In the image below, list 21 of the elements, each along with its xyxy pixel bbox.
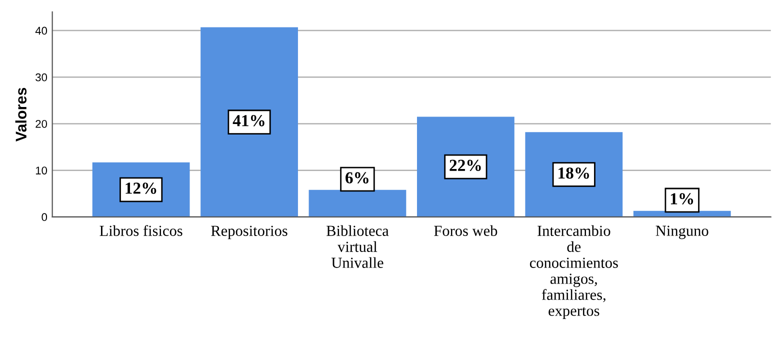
data-label: 6% [346,172,368,184]
x-tick-label: Libros fisicos [100,225,182,236]
y-tick-label: 20 [36,120,48,128]
data-label: 12% [126,182,156,194]
data-label: 1% [670,193,694,204]
data-label: 18% [558,167,590,179]
data-label: 41% [232,115,264,126]
bar [417,116,514,217]
y-tick-label: 0 [42,213,48,222]
x-tick-label: Biblioteca virtual Univalle [326,225,389,268]
y-axis-title: Valores [15,88,27,142]
x-tick-label: Repositorios [211,226,288,240]
x-tick-label: Intercambio de conocimientos amigos, familiares, expertos [530,225,618,320]
y-tick-label: 40 [35,26,48,35]
data-label: 22% [450,160,481,172]
x-tick-label: Ninguno [656,226,708,240]
bar [200,27,298,217]
y-tick-label: 10 [36,166,48,174]
bar [308,190,406,217]
x-tick-label: Foros web [434,225,498,236]
y-tick-label: 30 [36,73,48,82]
